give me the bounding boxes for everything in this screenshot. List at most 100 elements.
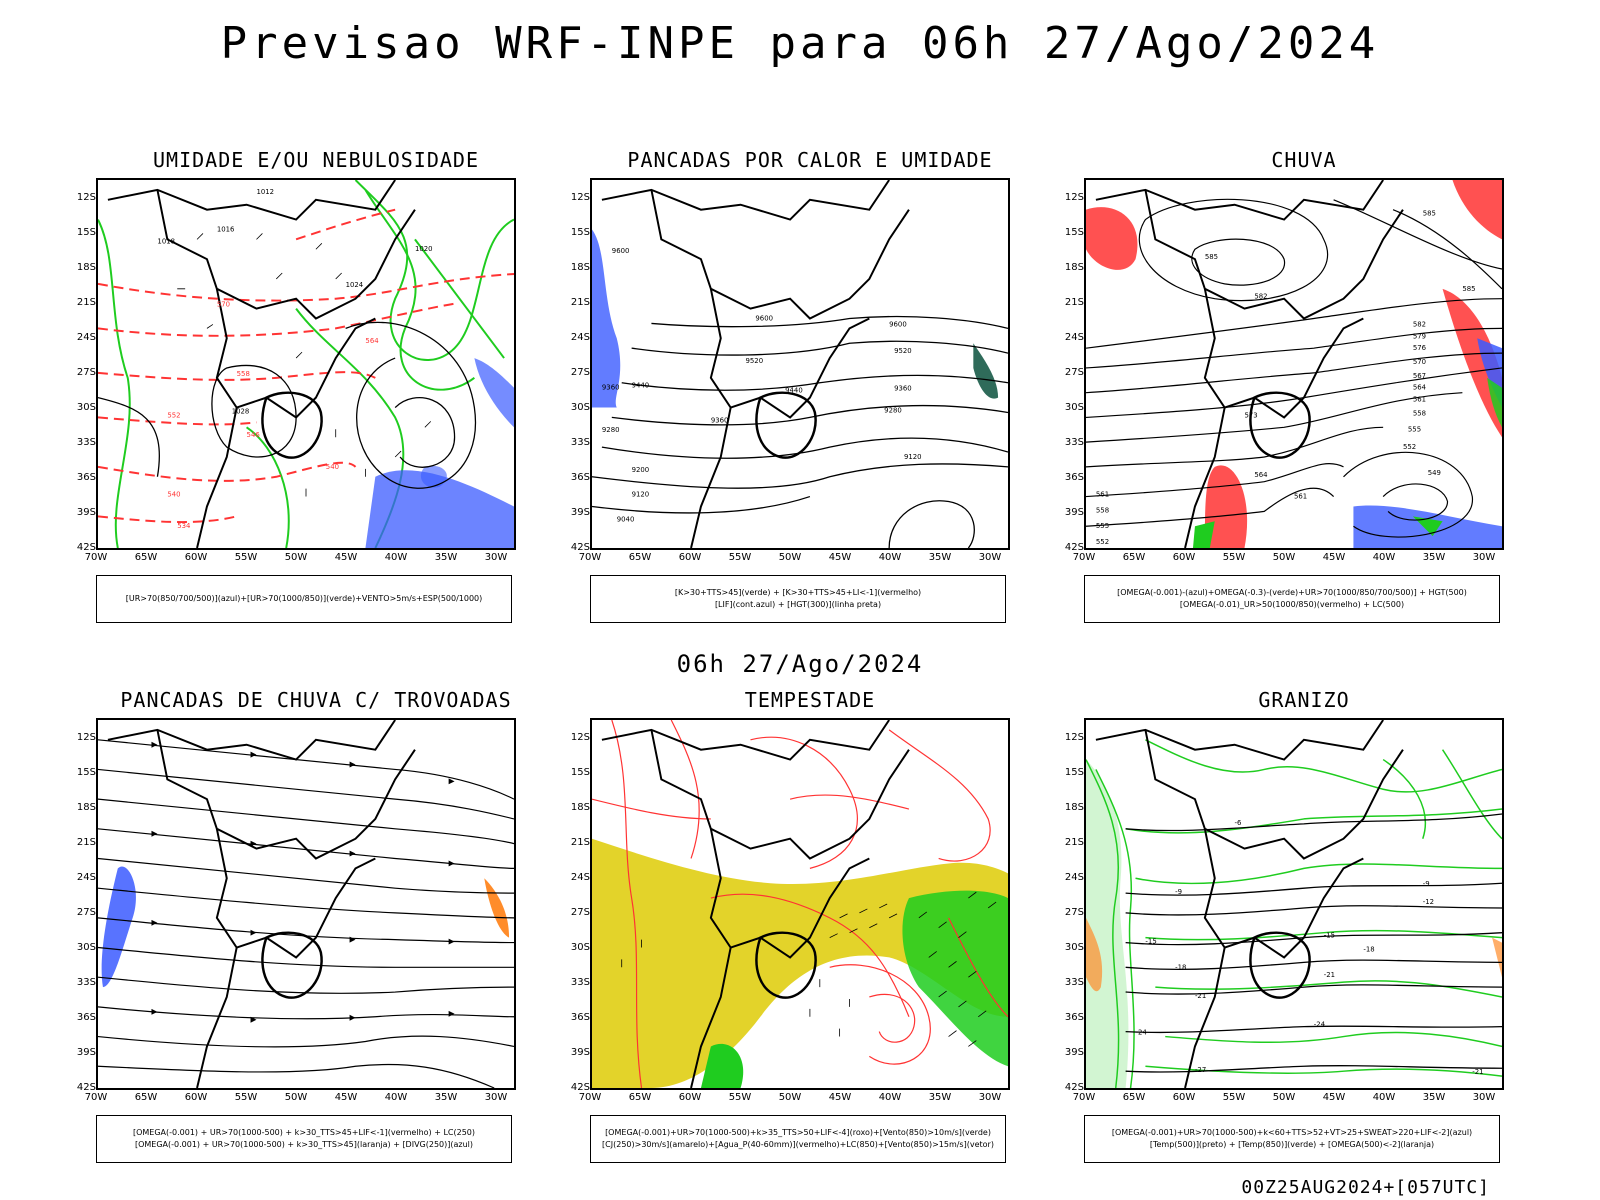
legend-line: [OMEGA(-0.001)-(azul)+OMEGA(-0.3)-(verde… [1117, 588, 1467, 597]
lon-tick-label: 35W [928, 552, 952, 563]
lat-tick-label: 18S [76, 802, 96, 813]
hgt-label: 9120 [632, 491, 650, 499]
lon-tick-label: 60W [678, 1092, 702, 1103]
lat-tick-label: 24S [76, 872, 96, 883]
hgt-label: 573 [1244, 411, 1257, 419]
lon-tick-label: 40W [1372, 1092, 1396, 1103]
legend: [K>30+TTS>45](verde) + [K>30+TTS>45+LI<-… [590, 575, 1006, 623]
lon-tick-label: 30W [1472, 552, 1496, 563]
lon-tick-label: 55W [728, 552, 752, 563]
temp-label: -24 [1314, 1021, 1325, 1029]
isobar-label: 1020 [415, 245, 433, 253]
lat-tick-label: 24S [570, 332, 590, 343]
hgt-label: 9600 [755, 314, 773, 322]
hgt-label: 564 [1413, 384, 1426, 392]
lat-tick-label: 30S [76, 942, 96, 953]
lon-tick-label: 70W [84, 552, 108, 563]
lat-tick-label: 39S [1064, 1047, 1084, 1058]
lon-tick-label: 35W [928, 1092, 952, 1103]
hgt-label: 9040 [617, 515, 635, 523]
map-pancadas-calor: 9600 9600 9600 9520 9520 9440 9440 9360 … [590, 178, 1010, 550]
thickness-label: 558 [237, 370, 250, 378]
lat-tick-label: 15S [570, 227, 590, 238]
lat-tick-label: 36S [570, 472, 590, 483]
hgt-label: 9600 [612, 247, 630, 255]
legend: [UR>70(850/700/500)](azul)+[UR>70(1000/8… [96, 575, 512, 623]
isobar-label: 1028 [232, 407, 250, 415]
temp-label: -18 [1363, 945, 1374, 953]
isobar-label: 1018 [157, 237, 175, 245]
lat-tick-label: 36S [76, 472, 96, 483]
lat-tick-label: 15S [1064, 227, 1084, 238]
temp-label: -18 [1175, 963, 1186, 971]
temp-label: -21 [1195, 992, 1206, 1000]
hgt-label: 9360 [602, 384, 620, 392]
lat-tick-label: 21S [1064, 837, 1084, 848]
map-chuva-svg: 585 585 582 585 582 579 576 570 567 564 … [1086, 180, 1502, 548]
lat-tick-label: 27S [1064, 907, 1084, 918]
hgt-label: 9600 [889, 320, 907, 328]
lat-tick-label: 33S [1064, 977, 1084, 988]
hgt-label: 552 [1096, 538, 1109, 546]
map-umidade-svg: 1012 1016 1018 1020 1024 1028 570 558 55… [98, 180, 514, 548]
map-tempestade-svg [592, 720, 1008, 1088]
lat-tick-label: 30S [76, 402, 96, 413]
legend-line: [UR>70(850/700/500)](azul)+[UR>70(1000/8… [125, 594, 483, 603]
lat-tick-label: 27S [76, 367, 96, 378]
hgt-label: 570 [1413, 358, 1426, 366]
legend-line: [OMEGA(-0.001)+UR>70(1000-500)+k<60+TTS>… [1111, 1128, 1473, 1137]
lon-tick-label: 35W [1422, 1092, 1446, 1103]
legend: [OMEGA(-0.001)-(azul)+OMEGA(-0.3)-(verde… [1084, 575, 1500, 623]
thickness-label: 534 [177, 522, 190, 530]
map-tempestade [590, 718, 1010, 1090]
legend-line: [LIF](cont.azul) + [HGT(300)](linha pret… [714, 600, 882, 609]
lon-tick-label: 55W [1222, 1092, 1246, 1103]
temp-label: -15 [1324, 932, 1335, 940]
lon-tick-label: 30W [484, 552, 508, 563]
lat-tick-label: 42S [76, 542, 96, 553]
lat-tick-label: 24S [1064, 872, 1084, 883]
legend: [OMEGA(-0.001)+UR>70(1000-500)+k<60+TTS>… [1084, 1115, 1500, 1163]
legend-line: [OMEGA(-0.001) + UR>70(1000-500) + k>30_… [132, 1128, 476, 1137]
lat-tick-label: 33S [570, 977, 590, 988]
map-chuva: 585 585 582 585 582 579 576 570 567 564 … [1084, 178, 1504, 550]
lat-tick-label: 21S [76, 297, 96, 308]
hgt-label: 585 [1423, 210, 1436, 218]
legend-line: [OMEGA(-0.001) + UR>70(1000-500) + k>30_… [134, 1140, 474, 1149]
hgt-label: 561 [1294, 493, 1307, 501]
legend-line: [CJ(250)>30m/s](amarelo)+[Agua_P(40-60mm… [602, 1140, 994, 1149]
lat-tick-label: 18S [1064, 802, 1084, 813]
lat-tick-label: 12S [76, 732, 96, 743]
lat-tick-label: 36S [570, 1012, 590, 1023]
temp-label: -24 [1136, 1029, 1147, 1037]
hgt-label: 9520 [894, 347, 912, 355]
lat-tick-label: 42S [570, 542, 590, 553]
map-granizo-svg: -6 -9 -9 -12 -15 -15 -18 -18 -21 -21 -24… [1086, 720, 1502, 1088]
lon-tick-label: 55W [234, 552, 258, 563]
lon-tick-label: 55W [234, 1092, 258, 1103]
lon-tick-label: 30W [978, 552, 1002, 563]
thickness-label: 552 [167, 411, 180, 419]
lat-tick-label: 18S [570, 262, 590, 273]
lon-tick-label: 50W [284, 1092, 308, 1103]
map-umidade: 1012 1016 1018 1020 1024 1028 570 558 55… [96, 178, 516, 550]
hgt-labels: 9600 9600 9600 9520 9520 9440 9440 9360 … [602, 247, 922, 523]
lon-tick-label: 50W [1272, 552, 1296, 563]
lon-tick-label: 40W [1372, 552, 1396, 563]
isobar-label: 1024 [346, 281, 364, 289]
lat-tick-label: 21S [570, 297, 590, 308]
lat-tick-label: 18S [570, 802, 590, 813]
panel-title: PANCADAS DE CHUVA C/ TROVOADAS [120, 688, 512, 712]
lon-tick-label: 45W [334, 552, 358, 563]
hgt-label: 9360 [711, 416, 729, 424]
lon-tick-label: 60W [1172, 552, 1196, 563]
lat-tick-label: 27S [570, 367, 590, 378]
lat-tick-label: 39S [570, 507, 590, 518]
lon-tick-label: 45W [334, 1092, 358, 1103]
lon-tick-label: 65W [1122, 1092, 1146, 1103]
legend-line: [K>30+TTS>45](verde) + [K>30+TTS>45+LI<-… [674, 588, 922, 597]
lat-tick-label: 42S [76, 1082, 96, 1093]
lat-tick-label: 27S [1064, 367, 1084, 378]
thickness-label: 546 [247, 431, 260, 439]
lat-tick-label: 42S [1064, 542, 1084, 553]
